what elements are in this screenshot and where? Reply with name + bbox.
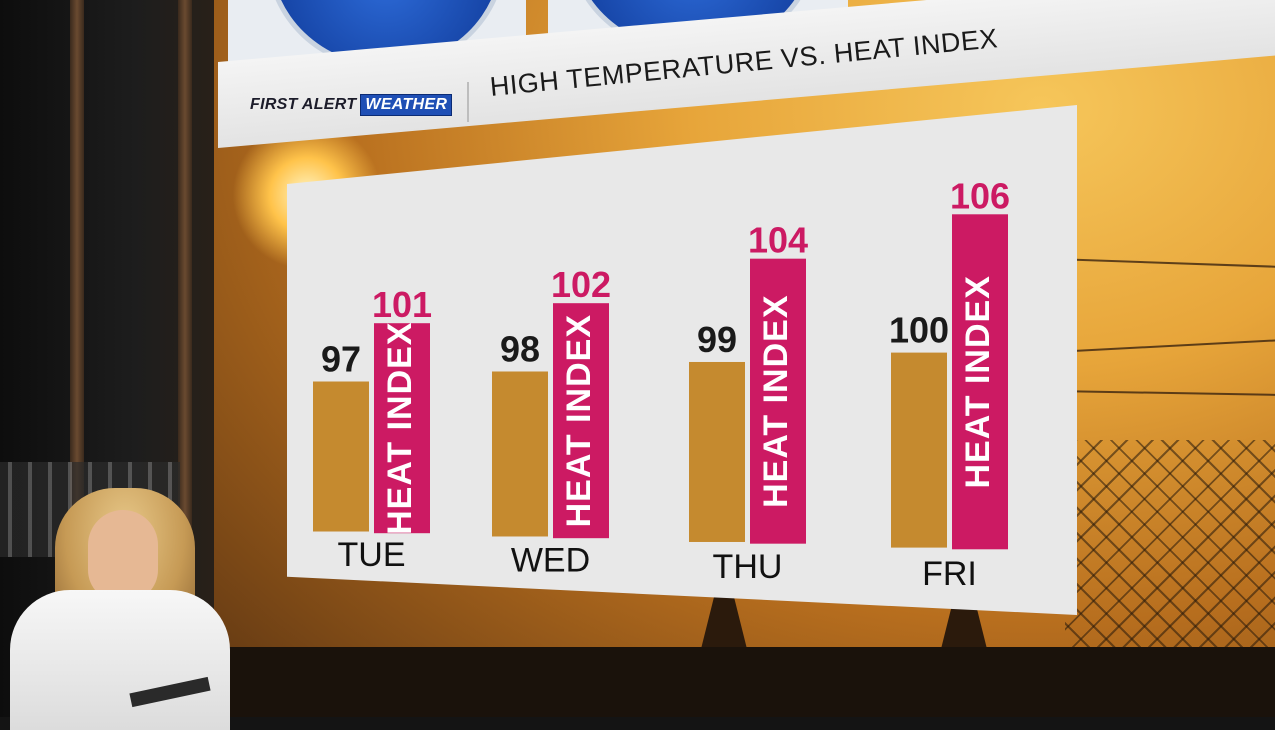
brand-weather: WEATHER: [360, 94, 453, 116]
heat-index-bar-label: HEAT INDEX: [757, 294, 795, 507]
heat-index-bar: [553, 303, 609, 539]
brand-alert: ALERT: [301, 96, 357, 113]
temperature-bar: [891, 352, 947, 548]
temperature-value-label: 97: [321, 339, 361, 380]
temperature-value-label: 99: [697, 319, 737, 360]
power-line: [1054, 389, 1275, 397]
heat-index-bar: [374, 323, 430, 534]
power-line: [1054, 338, 1275, 354]
brand-first: FIRST: [250, 96, 298, 113]
header-divider: [467, 82, 469, 122]
day-label: WED: [511, 542, 590, 580]
meteorologist-presenter: [0, 480, 240, 730]
temperature-bar: [313, 381, 369, 532]
day-label: TUE: [338, 536, 406, 574]
temperature-bar: [689, 361, 745, 542]
temperature-value-label: 100: [889, 310, 949, 351]
heat-index-value-label: 104: [748, 220, 808, 261]
power-line: [1054, 257, 1275, 269]
heat-index-value-label: 102: [551, 264, 611, 305]
presenter-face: [88, 510, 158, 602]
heat-index-value-label: 106: [950, 175, 1010, 216]
ground-silhouette: [214, 647, 1275, 717]
heat-index-bar-label: HEAT INDEX: [381, 322, 419, 535]
heat-index-bar-label: HEAT INDEX: [560, 314, 598, 527]
first-alert-weather-logo: FIRST ALERT WEATHER: [250, 94, 453, 116]
heat-index-bar: [952, 214, 1008, 550]
chain-link-fence: [1065, 440, 1275, 650]
day-label: THU: [713, 548, 783, 586]
heat-index-value-label: 101: [372, 284, 432, 325]
temperature-bar: [492, 371, 548, 537]
day-label: FRI: [922, 555, 977, 593]
presenter-shirt: [10, 590, 230, 730]
heat-index-bar-label: HEAT INDEX: [959, 275, 997, 488]
temperature-value-label: 98: [500, 328, 540, 369]
heat-index-bar: [750, 258, 806, 544]
